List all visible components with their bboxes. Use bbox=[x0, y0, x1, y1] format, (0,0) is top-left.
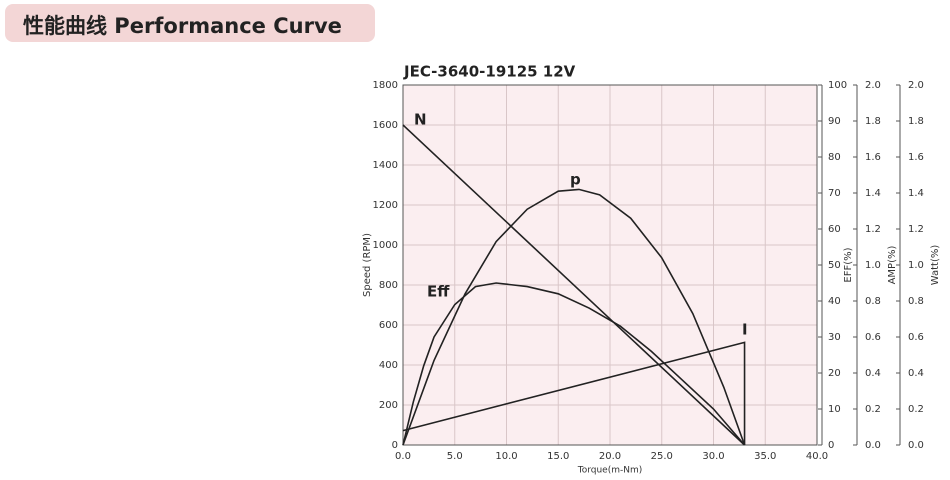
y4-tick-label: 0.6 bbox=[908, 332, 924, 343]
series-label: p bbox=[570, 171, 581, 189]
plot-border bbox=[402, 84, 818, 446]
y3-tick-label: 0.6 bbox=[865, 332, 881, 343]
y2-tick-label: 30 bbox=[828, 332, 841, 343]
y3-tick-label: 0.2 bbox=[865, 404, 881, 415]
series-label: N bbox=[414, 111, 427, 129]
header-badge: 性能曲线 Performance Curve bbox=[5, 4, 375, 42]
y4-tick-label: 0.2 bbox=[908, 404, 924, 415]
series-line bbox=[402, 341, 746, 445]
y3-tick-label: 1.4 bbox=[865, 188, 881, 199]
series-line bbox=[402, 188, 746, 446]
y3-tick-label: 1.2 bbox=[865, 224, 881, 235]
y-tick-label: 1400 bbox=[373, 160, 398, 171]
y3-tick-label: 2.0 bbox=[865, 80, 881, 91]
y-tick-label: 0 bbox=[392, 440, 398, 451]
y3-tick-label: 0.8 bbox=[865, 296, 881, 307]
x-tick-label: 30.0 bbox=[702, 451, 724, 462]
y4-tick-label: 2.0 bbox=[908, 80, 924, 91]
y-tick-label: 800 bbox=[379, 280, 398, 291]
y4-axis-title: Watt(%) bbox=[930, 245, 941, 286]
y3-tick-label: 1.8 bbox=[865, 116, 881, 127]
y2-axis-title: EFF(%) bbox=[843, 247, 854, 282]
y2-tick-label: 10 bbox=[828, 404, 841, 415]
y3-tick-label: 0.0 bbox=[865, 440, 881, 451]
x-tick-label: 0.0 bbox=[395, 451, 411, 462]
y-tick-label: 1200 bbox=[373, 200, 398, 211]
y4-tick-label: 1.8 bbox=[908, 116, 924, 127]
y2-tick-label: 70 bbox=[828, 188, 841, 199]
y3-tick-label: 1.0 bbox=[865, 260, 881, 271]
y3-axis-title: AMP(%) bbox=[887, 246, 898, 285]
y-tick-label: 600 bbox=[379, 320, 398, 331]
y2-tick-label: 60 bbox=[828, 224, 841, 235]
y4-tick-label: 0.0 bbox=[908, 440, 924, 451]
y4-tick-label: 0.4 bbox=[908, 368, 924, 379]
chart-title: JEC-3640-19125 12V bbox=[403, 63, 576, 81]
y2-tick-label: 0 bbox=[828, 440, 834, 451]
y2-tick-label: 50 bbox=[828, 260, 841, 271]
y2-tick-label: 80 bbox=[828, 152, 841, 163]
x-axis-title: Torque(m-Nm) bbox=[577, 466, 643, 476]
y-tick-label: 1800 bbox=[373, 80, 398, 91]
y-tick-label: 1000 bbox=[373, 240, 398, 251]
series-label: Eff bbox=[427, 283, 450, 301]
y4-tick-label: 0.8 bbox=[908, 296, 924, 307]
y4-tick-label: 1.4 bbox=[908, 188, 924, 199]
y3-tick-label: 0.4 bbox=[865, 368, 881, 379]
y2-tick-label: 20 bbox=[828, 368, 841, 379]
y2-tick-label: 90 bbox=[828, 116, 841, 127]
series-line bbox=[402, 282, 746, 446]
x-tick-label: 5.0 bbox=[447, 451, 463, 462]
series-line bbox=[402, 124, 746, 446]
y4-tick-label: 1.6 bbox=[908, 152, 924, 163]
y2-tick-label: 100 bbox=[828, 80, 847, 91]
series-label: I bbox=[742, 321, 748, 339]
y-tick-label: 400 bbox=[379, 360, 398, 371]
y3-tick-label: 1.6 bbox=[865, 152, 881, 163]
header-title: 性能曲线 Performance Curve bbox=[23, 14, 342, 38]
x-tick-label: 25.0 bbox=[651, 451, 673, 462]
y2-tick-label: 40 bbox=[828, 296, 841, 307]
y-tick-label: 200 bbox=[379, 400, 398, 411]
y-tick-label: 1600 bbox=[373, 120, 398, 131]
x-tick-label: 10.0 bbox=[495, 451, 517, 462]
y4-tick-label: 1.0 bbox=[908, 260, 924, 271]
x-tick-label: 20.0 bbox=[599, 451, 621, 462]
x-tick-label: 15.0 bbox=[547, 451, 569, 462]
x-tick-label: 35.0 bbox=[754, 451, 776, 462]
y4-tick-label: 1.2 bbox=[908, 224, 924, 235]
x-tick-label: 40.0 bbox=[806, 451, 828, 462]
y-axis-title: Speed (RPM) bbox=[362, 233, 373, 297]
